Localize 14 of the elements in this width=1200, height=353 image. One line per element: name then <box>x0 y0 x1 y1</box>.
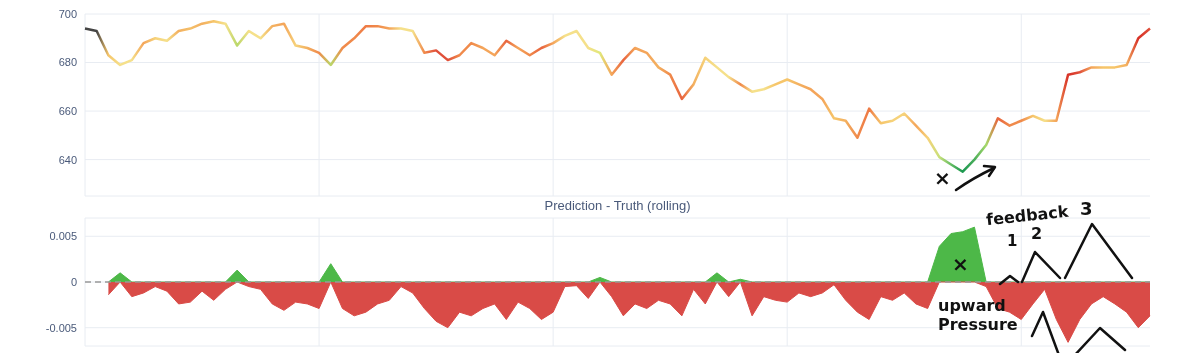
line-series <box>83 20 1152 173</box>
annotation: × <box>952 252 969 276</box>
chart-title: Prediction - Truth (rolling) <box>544 198 691 213</box>
y-tick-label: 640 <box>58 153 77 166</box>
annotation: 1 <box>1007 232 1018 250</box>
annotation: × <box>934 166 951 190</box>
y-tick-label: 680 <box>58 56 77 69</box>
annotation: 2 <box>1031 224 1043 244</box>
y-tick-label: 700 <box>58 7 77 20</box>
y-tick-label: 0.005 <box>49 230 77 243</box>
annotation: 3 <box>1080 198 1093 220</box>
y-tick-label: 660 <box>58 104 77 117</box>
y-tick-label: -0.005 <box>45 321 77 334</box>
y-tick-label: 0 <box>70 275 77 288</box>
